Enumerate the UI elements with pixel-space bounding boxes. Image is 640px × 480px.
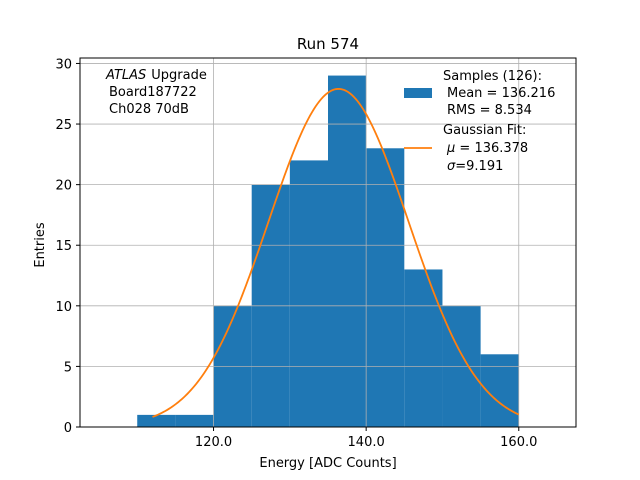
histogram-bar: [404, 269, 443, 427]
y-axis-label: Entries: [33, 222, 48, 268]
ticks-layer: 120.0 140.0 160.0 0 5 10 15 20 25 30: [55, 57, 537, 450]
legend-sigma: σ=9.191: [447, 159, 503, 174]
y-tick-label: 20: [55, 179, 72, 194]
histogram-bar: [289, 160, 328, 427]
legend-samples-label: Samples (126):: [443, 69, 542, 84]
y-tick-label: 15: [55, 239, 72, 254]
annotation-board: Board187722: [109, 85, 197, 100]
legend-mu-value: = 136.378: [455, 141, 528, 156]
histogram-bars: [137, 75, 519, 428]
legend-sigma-value: =9.191: [455, 159, 503, 174]
legend-samples-swatch: [404, 88, 432, 98]
legend-sigma-symbol: σ: [447, 159, 456, 174]
x-tick-label: 140.0: [348, 435, 385, 450]
histogram-bar: [137, 414, 176, 427]
legend-mu-symbol: μ: [446, 141, 455, 156]
annotation-atlas: ATLAS: [105, 68, 146, 83]
y-tick-label: 0: [64, 421, 72, 436]
legend: Samples (126): Mean = 136.216 RMS = 8.53…: [404, 69, 555, 174]
y-tick-label: 10: [55, 300, 72, 315]
x-axis-label: Energy [ADC Counts]: [259, 456, 396, 471]
legend-mean: Mean = 136.216: [447, 86, 555, 101]
legend-rms: RMS = 8.534: [447, 103, 532, 118]
axes-frame: [79, 57, 577, 428]
grid-lines: [80, 58, 576, 427]
annotation-channel: Ch028 70dB: [109, 102, 189, 117]
plot-area: 120.0 140.0 160.0 0 5 10 15 20 25 30: [55, 57, 577, 450]
gaussian-fit-curve: [152, 88, 520, 418]
x-tick-label: 160.0: [500, 435, 537, 450]
x-tick-label: 120.0: [195, 435, 232, 450]
fit-layer: [152, 88, 520, 418]
histogram-bar: [175, 414, 214, 427]
chart-title: Run 574: [297, 35, 359, 53]
legend-fit-label: Gaussian Fit:: [443, 123, 526, 138]
y-tick-label: 5: [64, 360, 72, 375]
annotation-line-1: ATLAS Upgrade: [105, 68, 207, 83]
atlas-annotation: ATLAS Upgrade Board187722 Ch028 70dB: [105, 68, 207, 117]
histogram-bar: [366, 148, 405, 427]
y-tick-label: 25: [55, 118, 72, 133]
y-tick-label: 30: [55, 57, 72, 72]
annotation-upgrade: Upgrade: [151, 68, 207, 83]
legend-mu: μ = 136.378: [446, 141, 528, 156]
histogram-bar: [328, 75, 367, 428]
